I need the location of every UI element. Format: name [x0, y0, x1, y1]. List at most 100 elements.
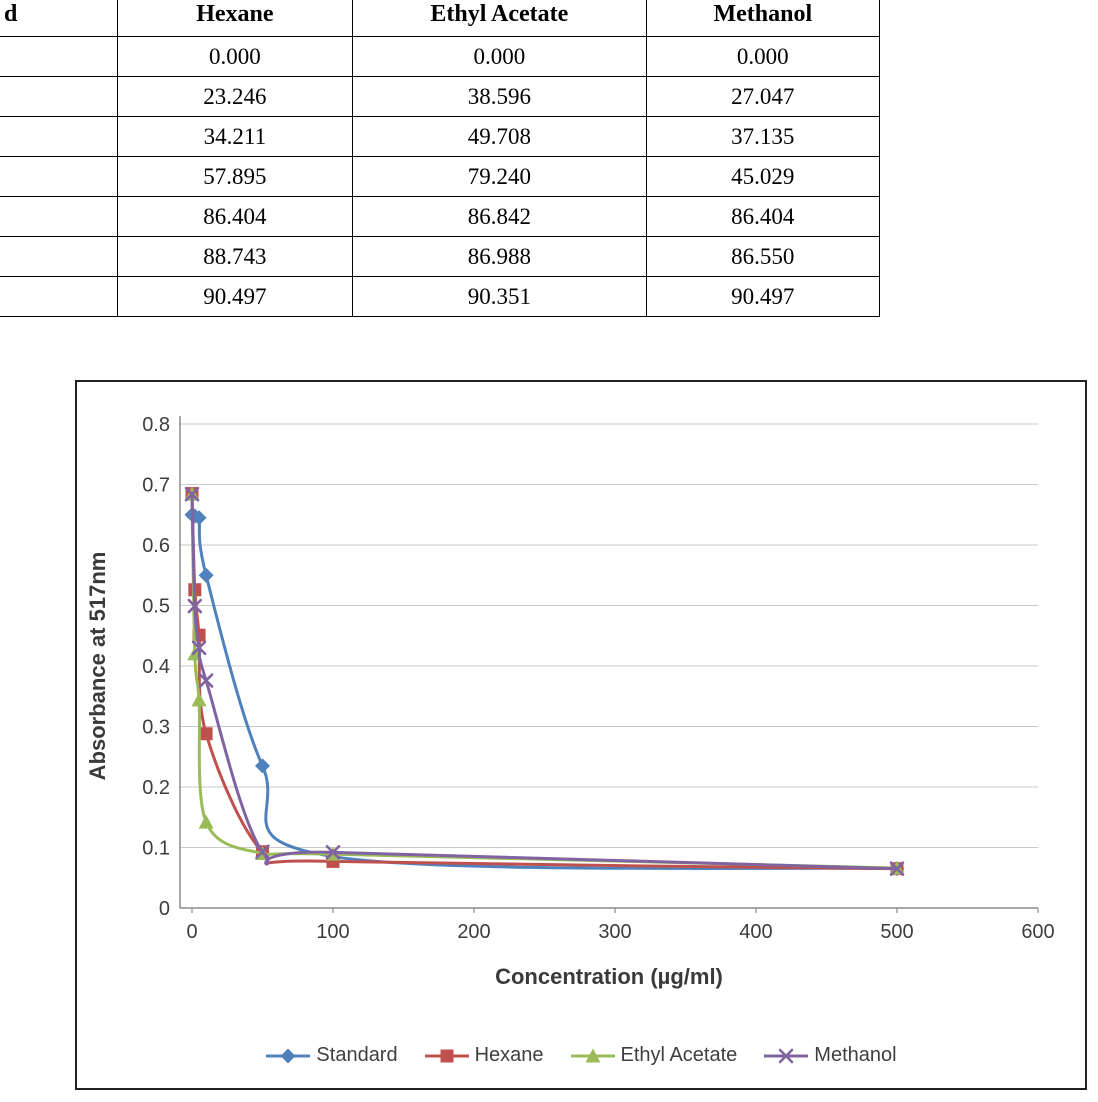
legend-item-methanol: Methanol — [763, 1044, 897, 1067]
table-cell: 86.842 — [352, 196, 647, 237]
x-tick-label: 500 — [880, 921, 913, 943]
series-marker-standard-diamond-icon — [255, 758, 270, 774]
table-body: 0.000 0.000 0.000 23.246 38.596 27.047 34.211 4… — [0, 36, 881, 317]
series-marker-ethyl-acetate-triangle-icon — [198, 814, 214, 829]
y-tick-label: 0.6 — [142, 535, 170, 557]
series-line-methanol — [190, 492, 899, 871]
table-cell — [0, 36, 118, 77]
table-row: 23.246 38.596 27.047 — [0, 76, 881, 117]
y-tick-label: 0.5 — [142, 596, 170, 618]
series-marker-methanol-x-icon — [184, 486, 200, 502]
table-header-cell: d — [0, 0, 118, 37]
legend-marker-glyph-icon — [280, 1048, 296, 1063]
legend-marker-methanol-x-icon — [764, 1048, 809, 1063]
series-marker-methanol-x-icon — [187, 598, 203, 614]
series-marker-methanol-x-icon — [889, 861, 905, 876]
inhibition-table: d Hexane Ethyl Acetate Methanol 0.000 0.000 0… — [0, 0, 881, 317]
y-tick-label: 0.8 — [142, 414, 170, 436]
table-cell — [0, 236, 118, 277]
table-cell — [0, 76, 118, 117]
table-cell: 90.497 — [645, 276, 881, 317]
table-row: 86.404 86.842 86.404 — [0, 196, 881, 237]
x-tick-label: 600 — [1021, 921, 1054, 943]
table-cell: 86.404 — [116, 196, 354, 237]
table-header-cell: Methanol — [645, 0, 881, 37]
legend-label: Methanol — [814, 1044, 897, 1066]
absorbance-chart-frame: 0 0.1 0.2 0.3 0.4 0.5 0.6 0.7 0.8 0 100 200 300 400 50… — [75, 380, 1087, 1090]
table-cell — [0, 116, 118, 157]
y-axis-title: Absorbance at 517nm — [85, 552, 110, 781]
series-marker-methanol-x-icon — [255, 844, 270, 860]
series-line-standard — [190, 511, 899, 871]
table-header-cell: Hexane — [116, 0, 354, 37]
y-tick-label: 0.3 — [142, 717, 170, 739]
table-cell — [0, 196, 118, 237]
table-header-row: d Hexane Ethyl Acetate Methanol — [0, 0, 881, 37]
table-cell: 23.246 — [116, 76, 354, 117]
legend-label: Standard — [316, 1044, 398, 1066]
y-tick-label: 0.2 — [142, 777, 170, 799]
legend-item-hexane: Hexane — [424, 1044, 544, 1067]
table-row: 34.211 49.708 37.135 — [0, 116, 881, 157]
x-tick-label: 300 — [598, 921, 631, 943]
table-row: 90.497 90.351 90.497 — [0, 276, 881, 317]
table-cell: 90.497 — [116, 276, 354, 317]
y-tick-label: 0.7 — [142, 475, 170, 497]
table-cell: 79.240 — [352, 156, 647, 197]
x-axis-title: Concentration (µg/ml) — [495, 964, 723, 989]
table-cell: 86.404 — [645, 196, 881, 237]
series-marker-hexane-square-icon — [199, 727, 213, 741]
chart-legend: Standard Hexane Ethyl Acetate Methanol — [77, 1044, 1085, 1067]
series-marker-methanol-x-icon — [191, 640, 207, 656]
series-marker-standard-diamond-icon — [191, 510, 207, 526]
table-cell: 49.708 — [352, 116, 647, 157]
table-cell: 38.596 — [352, 76, 647, 117]
x-tick-label: 100 — [316, 921, 349, 943]
table-cell: 86.550 — [645, 236, 881, 277]
series-marker-methanol-x-icon — [325, 845, 341, 860]
table-row: 0.000 0.000 0.000 — [0, 36, 881, 77]
table-cell: 57.895 — [116, 156, 354, 197]
table-row: 57.895 79.240 45.029 — [0, 156, 881, 197]
inhibition-table-region: d Hexane Ethyl Acetate Methanol 0.000 0.000 0… — [0, 0, 882, 336]
series-marker-ethyl-acetate-triangle-icon — [191, 692, 207, 707]
line-chart: 0 0.1 0.2 0.3 0.4 0.5 0.6 0.7 0.8 0 100 200 300 400 50… — [85, 414, 1055, 989]
series-line-ethyl-acetate — [190, 492, 899, 870]
legend-item-ethyl-acetate: Ethyl Acetate — [570, 1044, 738, 1067]
series-methanol — [184, 486, 905, 876]
x-tick-label: 200 — [457, 921, 490, 943]
legend-marker-glyph-icon — [440, 1049, 454, 1062]
x-tick-label: 0 — [186, 921, 197, 943]
table-row: d Hexane Ethyl Acetate Methanol — [0, 0, 881, 37]
legend-label: Hexane — [474, 1044, 544, 1066]
table-cell: 90.351 — [352, 276, 647, 317]
x-tick-label: 400 — [739, 921, 772, 943]
table-cell: 45.029 — [645, 156, 881, 197]
table-cell: 86.988 — [352, 236, 647, 277]
legend-item-standard: Standard — [265, 1044, 398, 1067]
table-cell: 0.000 — [116, 36, 354, 77]
table-cell: 37.135 — [645, 116, 881, 157]
y-tick-label: 0 — [159, 898, 170, 920]
legend-marker-glyph-icon — [778, 1048, 794, 1063]
table-row: 88.743 86.988 86.550 — [0, 236, 881, 277]
table-cell: 34.211 — [116, 116, 354, 157]
series-line-hexane — [190, 492, 899, 871]
table-header-cell: Ethyl Acetate — [352, 0, 647, 37]
legend-marker-glyph-icon — [585, 1048, 601, 1062]
table-cell: 27.047 — [645, 76, 881, 117]
y-tick-label: 0.1 — [142, 838, 170, 860]
y-tick-label: 0.4 — [142, 656, 170, 678]
table-cell — [0, 276, 118, 317]
series-marker-standard-diamond-icon — [198, 567, 214, 583]
legend-marker-standard-diamond-icon — [266, 1048, 311, 1063]
table-cell — [0, 156, 118, 197]
legend-marker-ethyl-acetate-triangle-icon — [570, 1048, 615, 1062]
table-cell: 88.743 — [116, 236, 354, 277]
table-cell: 0.000 — [352, 36, 647, 77]
legend-marker-hexane-square-icon — [424, 1049, 469, 1062]
series-marker-methanol-x-icon — [198, 673, 214, 688]
table-cell: 0.000 — [645, 36, 881, 77]
legend-label: Ethyl Acetate — [620, 1044, 738, 1066]
